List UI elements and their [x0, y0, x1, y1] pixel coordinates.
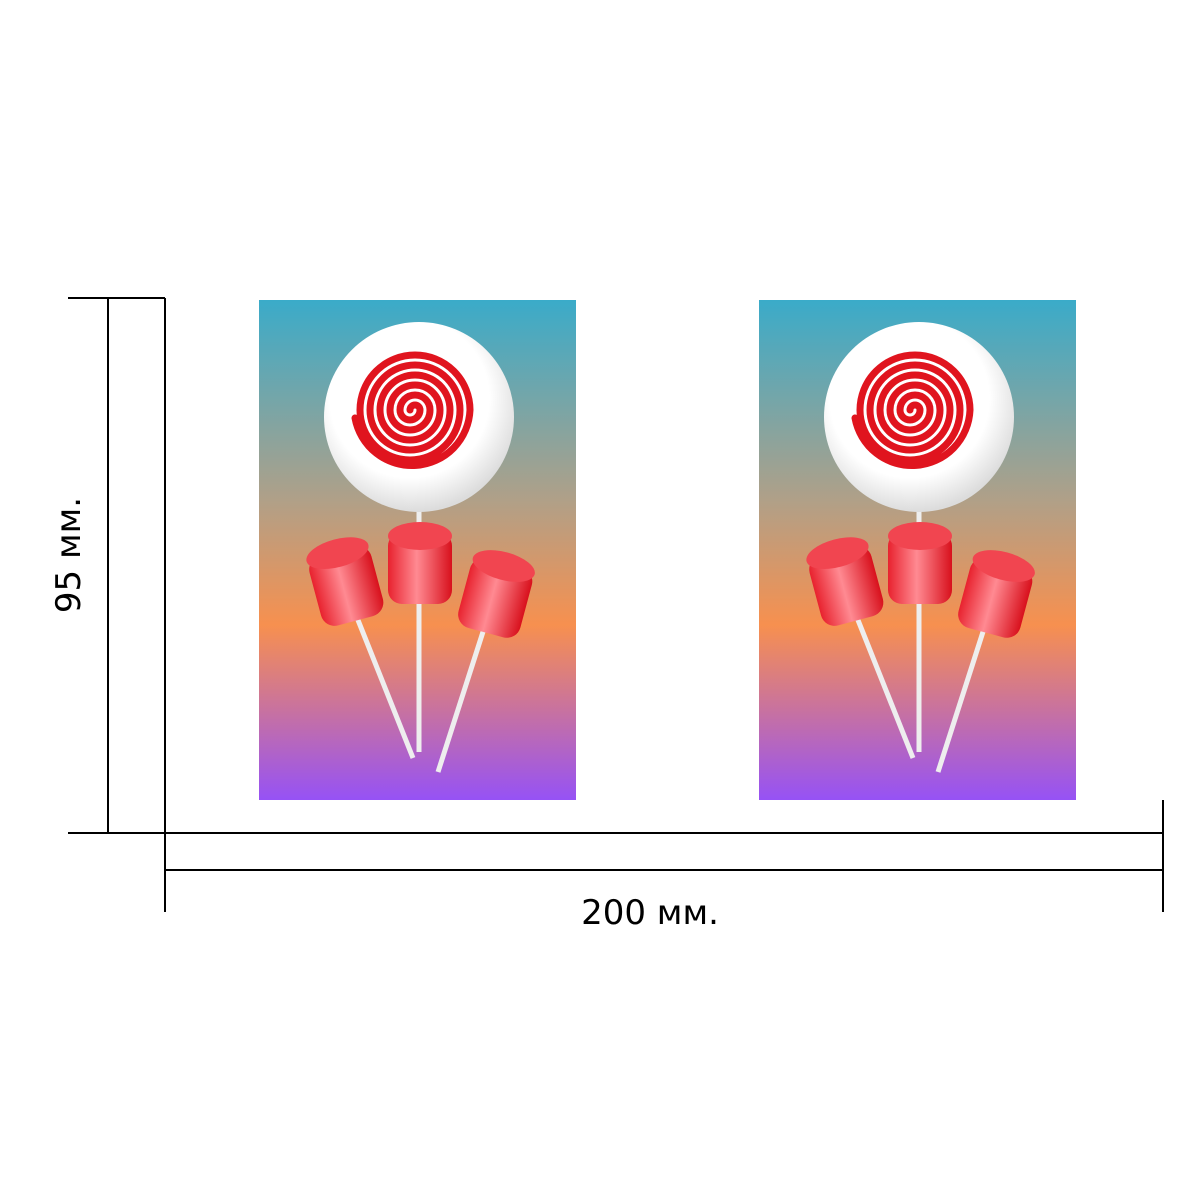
height-label: 95 мм. — [49, 497, 89, 613]
width-label: 200 мм. — [581, 893, 719, 933]
print-panel — [759, 300, 1076, 800]
print-panel — [259, 300, 576, 800]
